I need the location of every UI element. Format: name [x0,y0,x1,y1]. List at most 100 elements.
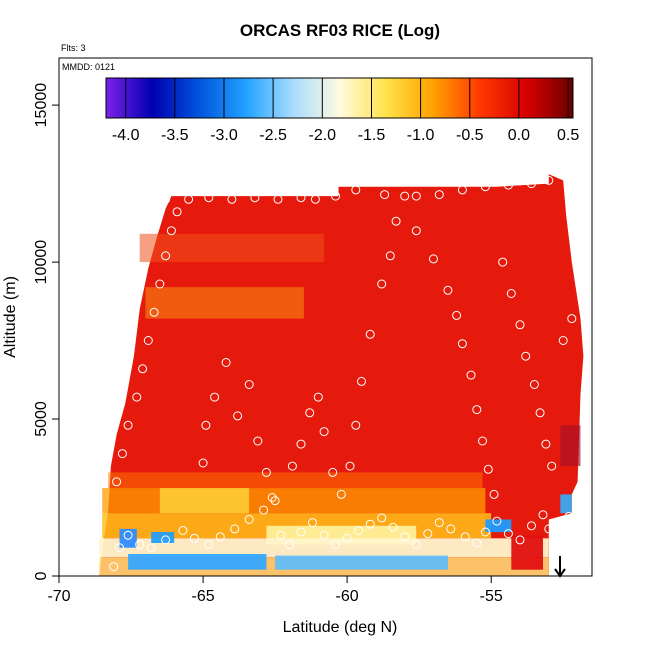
track-point [527,179,536,189]
heatmap-band-11 [275,555,448,570]
colorbar: -4.0 -3.5 -3.0 -2.5 -2.0 -1.5 -1.0 -0.5 0.0 0.5 [105,77,579,144]
track-point [285,540,294,550]
y-tick-label: 0 [33,571,50,580]
track-point [161,251,171,261]
track-point [189,533,199,543]
track-point [472,538,482,548]
track-point [365,329,375,339]
y-tick-label: 10000 [33,240,50,285]
colorbar-tick-label: -2.5 [259,127,287,144]
heatmap-field [99,174,584,576]
track-point [351,420,361,430]
track-point [331,191,341,201]
track-point [527,521,536,531]
track-point [296,439,306,449]
track-point [112,477,122,487]
track-point [472,405,482,415]
track-point [276,530,286,540]
track-point [319,427,329,437]
track-point [345,461,355,471]
track-point [184,194,194,204]
track-point [305,408,315,418]
track-point [161,194,171,204]
heatmap-band-12 [119,528,137,548]
track-point [178,526,188,535]
track-point [230,524,240,534]
track-point [117,449,127,459]
heatmap-band-3 [108,472,483,489]
track-point [357,376,366,386]
colorbar-tick-label: -2.0 [309,127,337,144]
track-point [331,540,341,550]
track-point [365,519,375,529]
x-tick-label: -65 [192,588,215,605]
track-point [287,461,297,471]
track-point [503,529,513,539]
track-point [380,190,390,200]
track-point [201,420,211,430]
track-point [521,351,531,361]
track-point [466,370,476,380]
x-tick-label: -70 [47,588,70,605]
track-point [354,526,364,535]
track-point [377,513,387,523]
track-point [296,193,306,203]
track-point [138,364,148,374]
track-point [515,320,525,330]
y-axis: 0 5000 10000 15000 [33,83,60,580]
y-tick-label: 5000 [33,401,50,437]
track-point [541,439,551,449]
track-point [123,420,133,430]
heatmap-band-10 [128,554,267,570]
track-point [544,175,554,185]
track-point [172,207,182,217]
x-tick-label: -55 [480,588,503,605]
track-point [273,194,283,204]
track-point [146,543,156,553]
track-point [391,216,401,226]
track-point [567,314,577,324]
track-point [244,515,254,524]
track-point [328,467,338,477]
track-point [411,226,421,236]
track-point [204,193,214,203]
track-point [555,518,565,528]
track-point [227,194,237,204]
track-point [250,193,260,203]
track-point [564,511,574,521]
track-point [411,540,421,550]
track-point [443,285,453,295]
heatmap-band-8 [99,538,549,558]
track-point [377,279,387,289]
track-point [123,530,133,540]
track-point [434,190,444,200]
track-point [434,518,444,528]
flight-track-markers [109,175,577,572]
track-point [446,524,456,534]
track-point [429,254,438,264]
track-point [319,530,329,540]
track-point [547,461,557,471]
x-tick-label: -60 [336,588,359,605]
track-point [313,392,323,402]
colorbar-tick-label: 0.0 [508,127,530,144]
track-point [460,532,470,542]
heatmap-band-5 [159,488,250,514]
track-point [308,518,317,528]
track-point [423,529,433,539]
track-point [342,533,352,543]
track-point [489,489,499,499]
track-point [259,505,269,515]
colorbar-tick-label: -4.0 [112,127,140,144]
heatmap-band-0 [145,287,304,319]
track-point [267,493,277,502]
heatmap-band-1 [139,233,325,263]
track-point [161,535,171,545]
track-point [385,251,395,261]
aircraft-arrow-icon [554,556,566,578]
track-point [558,336,568,345]
track-point [204,540,214,550]
y-axis-label: Altitude (m) [2,276,19,358]
track-point [492,516,502,526]
